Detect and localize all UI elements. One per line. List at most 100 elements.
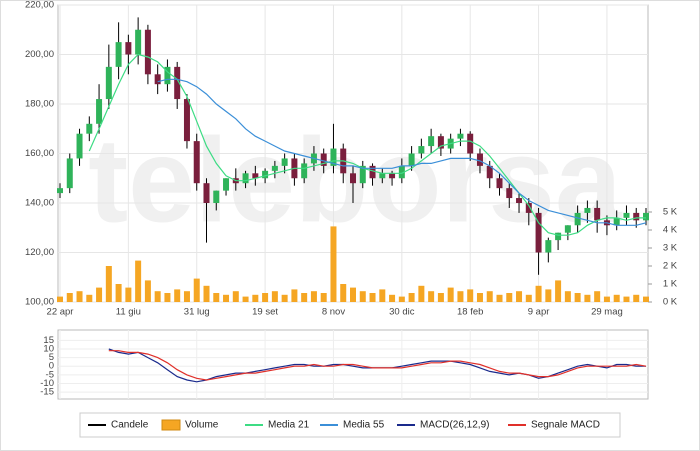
volume-bar xyxy=(174,289,181,302)
x-tick-label: 30 dic xyxy=(389,307,415,318)
volume-bar xyxy=(203,285,210,302)
candle-body xyxy=(203,183,210,203)
y-tick-label: 200,00 xyxy=(25,49,54,60)
candle-body xyxy=(320,153,327,166)
candle-body xyxy=(66,158,73,189)
volume-bar xyxy=(535,285,542,302)
candle-body xyxy=(516,198,523,203)
candle-body xyxy=(242,173,249,184)
volume-bar xyxy=(369,293,376,302)
candle-body xyxy=(164,66,171,85)
volume-bar xyxy=(603,296,610,302)
volume-bar xyxy=(154,291,161,302)
volume-bar xyxy=(516,291,523,302)
candle-body xyxy=(633,212,640,221)
candle-body xyxy=(418,146,425,154)
x-tick-label: 29 mag xyxy=(591,307,623,318)
candle-body xyxy=(57,188,63,194)
volume-bar xyxy=(164,293,171,302)
volume-bar xyxy=(457,291,464,302)
volume-bar xyxy=(281,294,288,302)
volume-bar xyxy=(262,293,269,302)
candle-body xyxy=(584,207,591,213)
volume-bar xyxy=(232,291,239,302)
candle-body xyxy=(437,136,444,149)
candle-body xyxy=(643,212,649,221)
candle-body xyxy=(594,207,601,221)
volume-bar xyxy=(86,294,93,302)
candle-body xyxy=(525,203,532,213)
candle-body xyxy=(174,66,181,100)
volume-bar xyxy=(193,278,200,302)
volume-bar xyxy=(320,293,327,302)
candle-body xyxy=(496,178,503,189)
volume-bar xyxy=(525,294,532,302)
candle-body xyxy=(457,133,464,139)
legend-label: Volume xyxy=(185,420,219,431)
candle-body xyxy=(564,225,571,233)
y-tick-label: -5 xyxy=(46,369,54,380)
volume-bar xyxy=(623,296,630,302)
candle-body xyxy=(359,165,366,184)
candle-body xyxy=(623,212,630,218)
volume-bar xyxy=(242,296,249,302)
volume-bar xyxy=(213,293,220,302)
y2-tick-label: 0 K xyxy=(663,297,678,308)
candle-body xyxy=(213,190,220,203)
volume-bar xyxy=(252,294,259,302)
legend-swatch xyxy=(161,419,181,431)
y-tick-label: 180,00 xyxy=(25,99,54,110)
y2-tick-label: 4 K xyxy=(663,225,678,236)
y-tick-label: -15 xyxy=(40,387,54,398)
legend-label: Media 21 xyxy=(268,420,310,431)
layer: 100,00 120,00 140,00 160,00 180,00 200,00 220,… xyxy=(25,0,678,431)
y-tick-label: -10 xyxy=(40,378,54,389)
y2-tick-label: 3 K xyxy=(663,243,678,254)
candle-body xyxy=(486,165,493,179)
volume-bar xyxy=(496,294,503,302)
candle-body xyxy=(135,29,142,55)
candle-body xyxy=(86,123,93,134)
volume-bar xyxy=(144,280,151,302)
volume-bar xyxy=(340,284,347,302)
candle-body xyxy=(574,212,581,226)
candle-body xyxy=(613,217,620,226)
volume-bar xyxy=(408,293,415,302)
series-line xyxy=(88,53,646,236)
candle-body xyxy=(193,141,200,184)
candle-body xyxy=(115,42,122,67)
candle-body xyxy=(262,170,269,179)
volume-bar xyxy=(574,293,581,302)
volume-bar xyxy=(125,287,132,302)
legend-box xyxy=(79,412,621,438)
volume-bar xyxy=(564,291,571,302)
volume-bar xyxy=(545,289,552,302)
macd-plot-frame xyxy=(57,329,649,400)
y-tick-label: 100,00 xyxy=(25,297,54,308)
candle-body xyxy=(476,153,483,166)
candle-body xyxy=(183,99,190,142)
candle-body xyxy=(76,133,83,159)
legend-label: MACD(26,12,9) xyxy=(420,420,489,431)
volume-bar xyxy=(301,293,308,302)
legend: Candele Volume Media 21 Media 55 MACD(26,12,… xyxy=(88,419,600,431)
volume-bar xyxy=(555,280,562,302)
volume-bar xyxy=(115,284,122,302)
candle-body xyxy=(535,212,542,253)
candle-body xyxy=(223,178,230,191)
candle-body xyxy=(379,173,386,179)
y-tick-label: 0 xyxy=(49,361,54,372)
volume-bar xyxy=(183,291,190,302)
volume-bar xyxy=(633,294,640,302)
volume-bar xyxy=(486,291,493,302)
y-tick-label: 220,00 xyxy=(25,0,54,11)
volume-bar xyxy=(310,291,317,302)
volume-bar xyxy=(428,291,435,302)
volume-bar xyxy=(291,289,298,302)
y2-tick-label: 5 K xyxy=(663,207,678,218)
volume-bar xyxy=(584,294,591,302)
volume-bar xyxy=(135,260,142,302)
x-tick-label: 31 lug xyxy=(184,307,210,318)
volume-bar xyxy=(105,266,112,302)
